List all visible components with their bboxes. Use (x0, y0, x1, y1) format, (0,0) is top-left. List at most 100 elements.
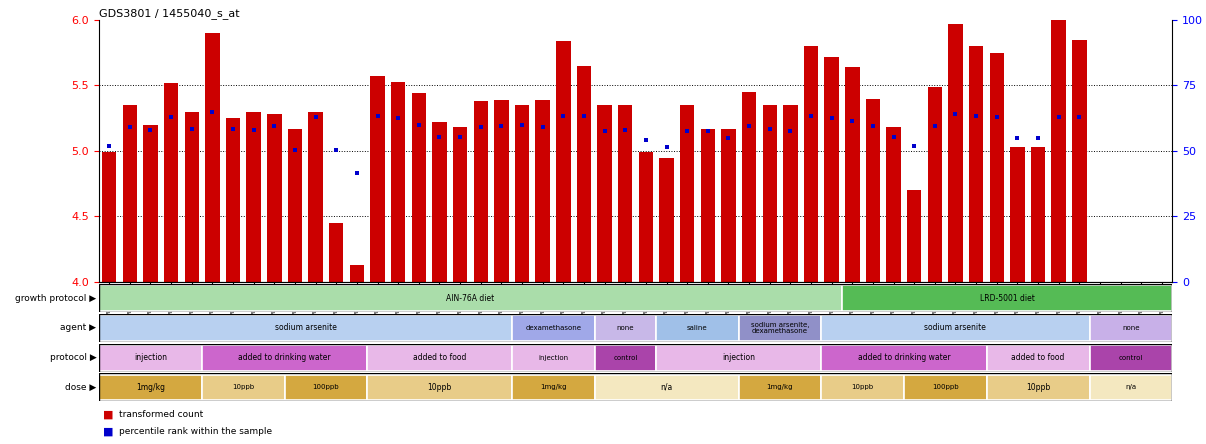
Bar (474, 101, 488, 282)
Bar (367, 375, 513, 400)
Bar (1089, 345, 1172, 370)
Bar (1089, 315, 1172, 341)
Bar (1052, 20, 1066, 282)
Bar (656, 315, 738, 341)
Text: 1mg/kg: 1mg/kg (136, 383, 165, 392)
Bar (453, 127, 468, 282)
Bar (866, 99, 880, 282)
Bar (185, 112, 199, 282)
Bar (821, 315, 1089, 341)
Bar (738, 375, 821, 400)
Bar (803, 46, 818, 282)
Text: dexamethasone: dexamethasone (526, 325, 581, 331)
Bar (990, 53, 1005, 282)
Bar (367, 345, 513, 370)
Text: sodium arsenite: sodium arsenite (275, 323, 336, 333)
Bar (904, 375, 987, 400)
Bar (535, 100, 550, 282)
Text: AIN-76A diet: AIN-76A diet (446, 293, 494, 303)
Bar (432, 122, 446, 282)
Bar (350, 265, 364, 282)
Bar (370, 76, 385, 282)
Bar (595, 315, 656, 341)
Bar (205, 33, 219, 282)
Bar (987, 375, 1089, 400)
Bar (99, 345, 201, 370)
Text: 100ppb: 100ppb (312, 385, 339, 390)
Bar (1072, 40, 1087, 282)
Bar (513, 345, 595, 370)
Text: control: control (613, 355, 638, 361)
Bar (680, 105, 695, 282)
Text: saline: saline (687, 325, 708, 331)
Text: 10ppb: 10ppb (428, 383, 452, 392)
Bar (987, 345, 1089, 370)
Bar (595, 345, 656, 370)
Bar (597, 105, 611, 282)
Bar (515, 105, 529, 282)
Text: ■: ■ (103, 410, 113, 420)
Bar (595, 375, 738, 400)
Bar (845, 67, 860, 282)
Bar (738, 315, 821, 341)
Bar (123, 105, 137, 282)
Text: GDS3801 / 1455040_s_at: GDS3801 / 1455040_s_at (99, 8, 240, 19)
Text: 10ppb: 10ppb (233, 385, 254, 390)
Bar (927, 87, 942, 282)
Text: added to drinking water: added to drinking water (857, 353, 950, 362)
Bar (825, 57, 839, 282)
Bar (201, 345, 367, 370)
Text: none: none (1122, 325, 1140, 331)
Bar (821, 345, 987, 370)
Bar (494, 100, 509, 282)
Text: LRD-5001 diet: LRD-5001 diet (979, 293, 1035, 303)
Text: agent ▶: agent ▶ (60, 323, 96, 333)
Bar (201, 375, 285, 400)
Bar (821, 375, 904, 400)
Bar (783, 105, 797, 282)
Bar (656, 345, 821, 370)
Bar (1011, 147, 1025, 282)
Bar (556, 41, 570, 282)
Text: ■: ■ (103, 427, 113, 436)
Bar (309, 112, 323, 282)
Bar (1089, 375, 1172, 400)
Bar (886, 127, 901, 282)
Text: 1mg/kg: 1mg/kg (767, 385, 794, 390)
Bar (288, 129, 303, 282)
Bar (513, 375, 595, 400)
Text: injection: injection (538, 355, 568, 361)
Text: transformed count: transformed count (119, 410, 204, 419)
Bar (842, 285, 1172, 311)
Bar (742, 92, 756, 282)
Text: added to food: added to food (1012, 353, 1065, 362)
Text: 1mg/kg: 1mg/kg (540, 385, 567, 390)
Bar (968, 46, 983, 282)
Bar (99, 285, 842, 311)
Bar (948, 24, 962, 282)
Bar (513, 315, 595, 341)
Bar (99, 315, 513, 341)
Text: n/a: n/a (1125, 385, 1136, 390)
Text: dose ▶: dose ▶ (65, 383, 96, 392)
Bar (660, 158, 674, 282)
Bar (762, 105, 777, 282)
Bar (411, 93, 426, 282)
Text: sodium arsenite: sodium arsenite (925, 323, 987, 333)
Bar (226, 118, 240, 282)
Text: injection: injection (722, 353, 755, 362)
Bar (285, 375, 367, 400)
Text: 100ppb: 100ppb (932, 385, 959, 390)
Bar (639, 152, 654, 282)
Text: added to food: added to food (412, 353, 467, 362)
Bar (721, 129, 736, 282)
Text: control: control (1119, 355, 1143, 361)
Text: growth protocol ▶: growth protocol ▶ (16, 293, 96, 303)
Text: injection: injection (134, 353, 166, 362)
Text: n/a: n/a (661, 383, 673, 392)
Bar (103, 152, 117, 282)
Bar (1031, 147, 1046, 282)
Text: none: none (616, 325, 634, 331)
Text: protocol ▶: protocol ▶ (49, 353, 96, 362)
Bar (246, 112, 260, 282)
